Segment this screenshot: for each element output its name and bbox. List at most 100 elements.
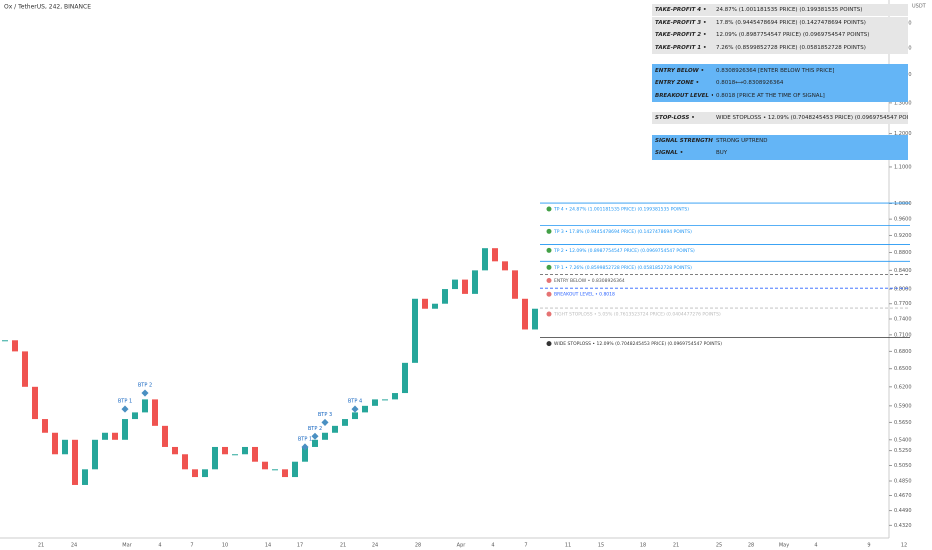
- panel-row: TAKE-PROFIT 4 • 24.87% (1.001181535 PRICE…: [652, 4, 908, 17]
- panel-value: BUY: [716, 150, 728, 157]
- panel-row: TAKE-PROFIT 2 • 12.09% (0.8987754547 PRIC…: [652, 29, 908, 42]
- annotation-label: BTP 2: [308, 426, 322, 432]
- x-tick-label: 24: [71, 543, 77, 549]
- y-tick-label: 0.6800: [894, 349, 912, 355]
- x-tick-label: 28: [415, 543, 421, 549]
- x-tick-label: May: [779, 543, 789, 549]
- candle: [62, 439, 68, 455]
- panel-value: 0.8018 [PRICE AT THE TIME OF SIGNAL]: [716, 92, 825, 99]
- panel-gap: [652, 125, 908, 135]
- panel-value: 24.87% (1.001181535 PRICE) (0.199381535 …: [716, 7, 863, 14]
- level-label: TP 4 • 24.87% (1.001181535 PRICE) (0.199…: [553, 207, 689, 213]
- candle: [182, 454, 188, 470]
- annotation-marker: [121, 405, 129, 413]
- y-tick-label: 0.8800: [894, 250, 912, 256]
- panel-value: 0.8018⟷0.8308926364: [716, 80, 784, 87]
- panel-gap: [652, 102, 908, 112]
- candle: [502, 261, 508, 271]
- y-tick-label: 0.9200: [894, 233, 912, 239]
- y-tick-label: 0.6200: [894, 384, 912, 390]
- y-tick-label: 0.7100: [894, 332, 912, 338]
- candle: [102, 432, 108, 440]
- panel-key: TAKE-PROFIT 4 •: [655, 7, 707, 14]
- x-tick-label: 4: [491, 543, 494, 549]
- candle: [222, 446, 228, 455]
- annotation-marker: [311, 432, 319, 440]
- y-tick-label: 0.5650: [894, 420, 912, 426]
- panel-value: WIDE STOPLOSS • 12.09% (0.7048245453 PRI…: [716, 115, 908, 122]
- candle: [132, 412, 138, 420]
- candle: [42, 419, 48, 433]
- y-tick-label: 0.4320: [894, 523, 912, 529]
- panel-key: TAKE-PROFIT 1 •: [655, 44, 707, 51]
- candle: [482, 248, 488, 271]
- annotation-label: BTP 4: [348, 399, 362, 405]
- candle: [262, 461, 268, 470]
- candle: [322, 432, 328, 440]
- candle: [172, 446, 178, 455]
- panel-value: 7.26% (0.8599852728 PRICE) (0.0581852728…: [716, 44, 866, 51]
- candle: [312, 439, 318, 447]
- panel-key: BREAKOUT LEVEL •: [655, 92, 713, 99]
- panel-row: TAKE-PROFIT 3 • 17.8% (0.9445478694 PRICE…: [652, 16, 908, 29]
- x-tick-label: 21: [673, 543, 679, 549]
- x-tick-label: 25: [716, 543, 722, 549]
- y-tick-label: 0.8000: [894, 287, 912, 293]
- x-tick-label: 7: [524, 543, 527, 549]
- level-label: BREAKOUT LEVEL • 0.8018: [554, 292, 615, 298]
- candle: [352, 412, 358, 420]
- candle: [432, 303, 438, 309]
- candle: [32, 386, 38, 420]
- panel-row: SIGNAL STRENGTH • STRONG UPTREND: [652, 134, 908, 148]
- candle: [82, 469, 88, 485]
- level-icon: [546, 206, 552, 212]
- panel-key: ENTRY ZONE •: [655, 80, 700, 87]
- annotation-label: BTP 2: [138, 383, 152, 389]
- x-tick-label: 11: [565, 543, 571, 549]
- chart-title: Ox / TetherUS, 242, BINANCE: [4, 4, 91, 11]
- level-label: TP 1 • 7.26% (0.8599852728 PRICE) (0.058…: [553, 265, 692, 271]
- x-tick-label: 21: [38, 543, 44, 549]
- candle: [252, 446, 258, 462]
- candle: [202, 469, 208, 478]
- candle: [462, 279, 468, 294]
- panel-row: STOP-LOSS • WIDE STOPLOSS • 12.09% (0.704…: [652, 112, 908, 125]
- candle: [292, 461, 298, 478]
- signal-panel: TAKE-PROFIT 4 • 24.87% (1.001181535 PRICE…: [652, 4, 908, 160]
- level-icon: [546, 264, 552, 270]
- candle: [2, 340, 8, 342]
- panel-key: ENTRY BELOW •: [655, 67, 705, 74]
- panel-value: 12.09% (0.8987754547 PRICE) (0.096975454…: [716, 32, 870, 39]
- currency: USDT: [912, 4, 927, 10]
- candle: [362, 405, 368, 413]
- panel-key: SIGNAL STRENGTH •: [655, 137, 713, 144]
- level-icon: [546, 311, 552, 317]
- candle: [382, 399, 388, 401]
- y-tick-label: 1.3000: [894, 100, 912, 106]
- x-tick-label: 4: [158, 543, 161, 549]
- candle: [212, 446, 218, 470]
- candle: [242, 446, 248, 455]
- y-tick-label: 0.8400: [894, 268, 912, 274]
- y-tick-label: 0.7400: [894, 316, 912, 322]
- candle: [452, 279, 458, 290]
- candle: [152, 399, 158, 426]
- y-tick-label: 0.7700: [894, 301, 912, 307]
- panel-key: STOP-LOSS •: [655, 115, 695, 122]
- x-tick-label: 9: [867, 543, 870, 549]
- candle: [392, 393, 398, 400]
- x-tick-label: 15: [598, 543, 604, 549]
- level-label: WIDE STOPLOSS • 12.09% (0.7048245453 PRI…: [554, 341, 722, 347]
- annotation-label: BTP 3: [318, 412, 332, 418]
- panel-row: BREAKOUT LEVEL • 0.8018 [PRICE AT THE TIM…: [652, 89, 908, 102]
- panel-value: 0.8308926364 [ENTER BELOW THIS PRICE]: [716, 67, 835, 74]
- y-tick-label: 1.1000: [894, 164, 912, 170]
- y-tick-label: 0.5050: [894, 463, 912, 469]
- candle: [302, 446, 308, 462]
- candle: [52, 432, 58, 455]
- level-icon: [546, 278, 552, 284]
- level-label: TP 2 • 12.09% (0.8987754547 PRICE) (0.09…: [553, 248, 695, 254]
- candle: [22, 351, 28, 387]
- x-tick-label: 4: [814, 543, 817, 549]
